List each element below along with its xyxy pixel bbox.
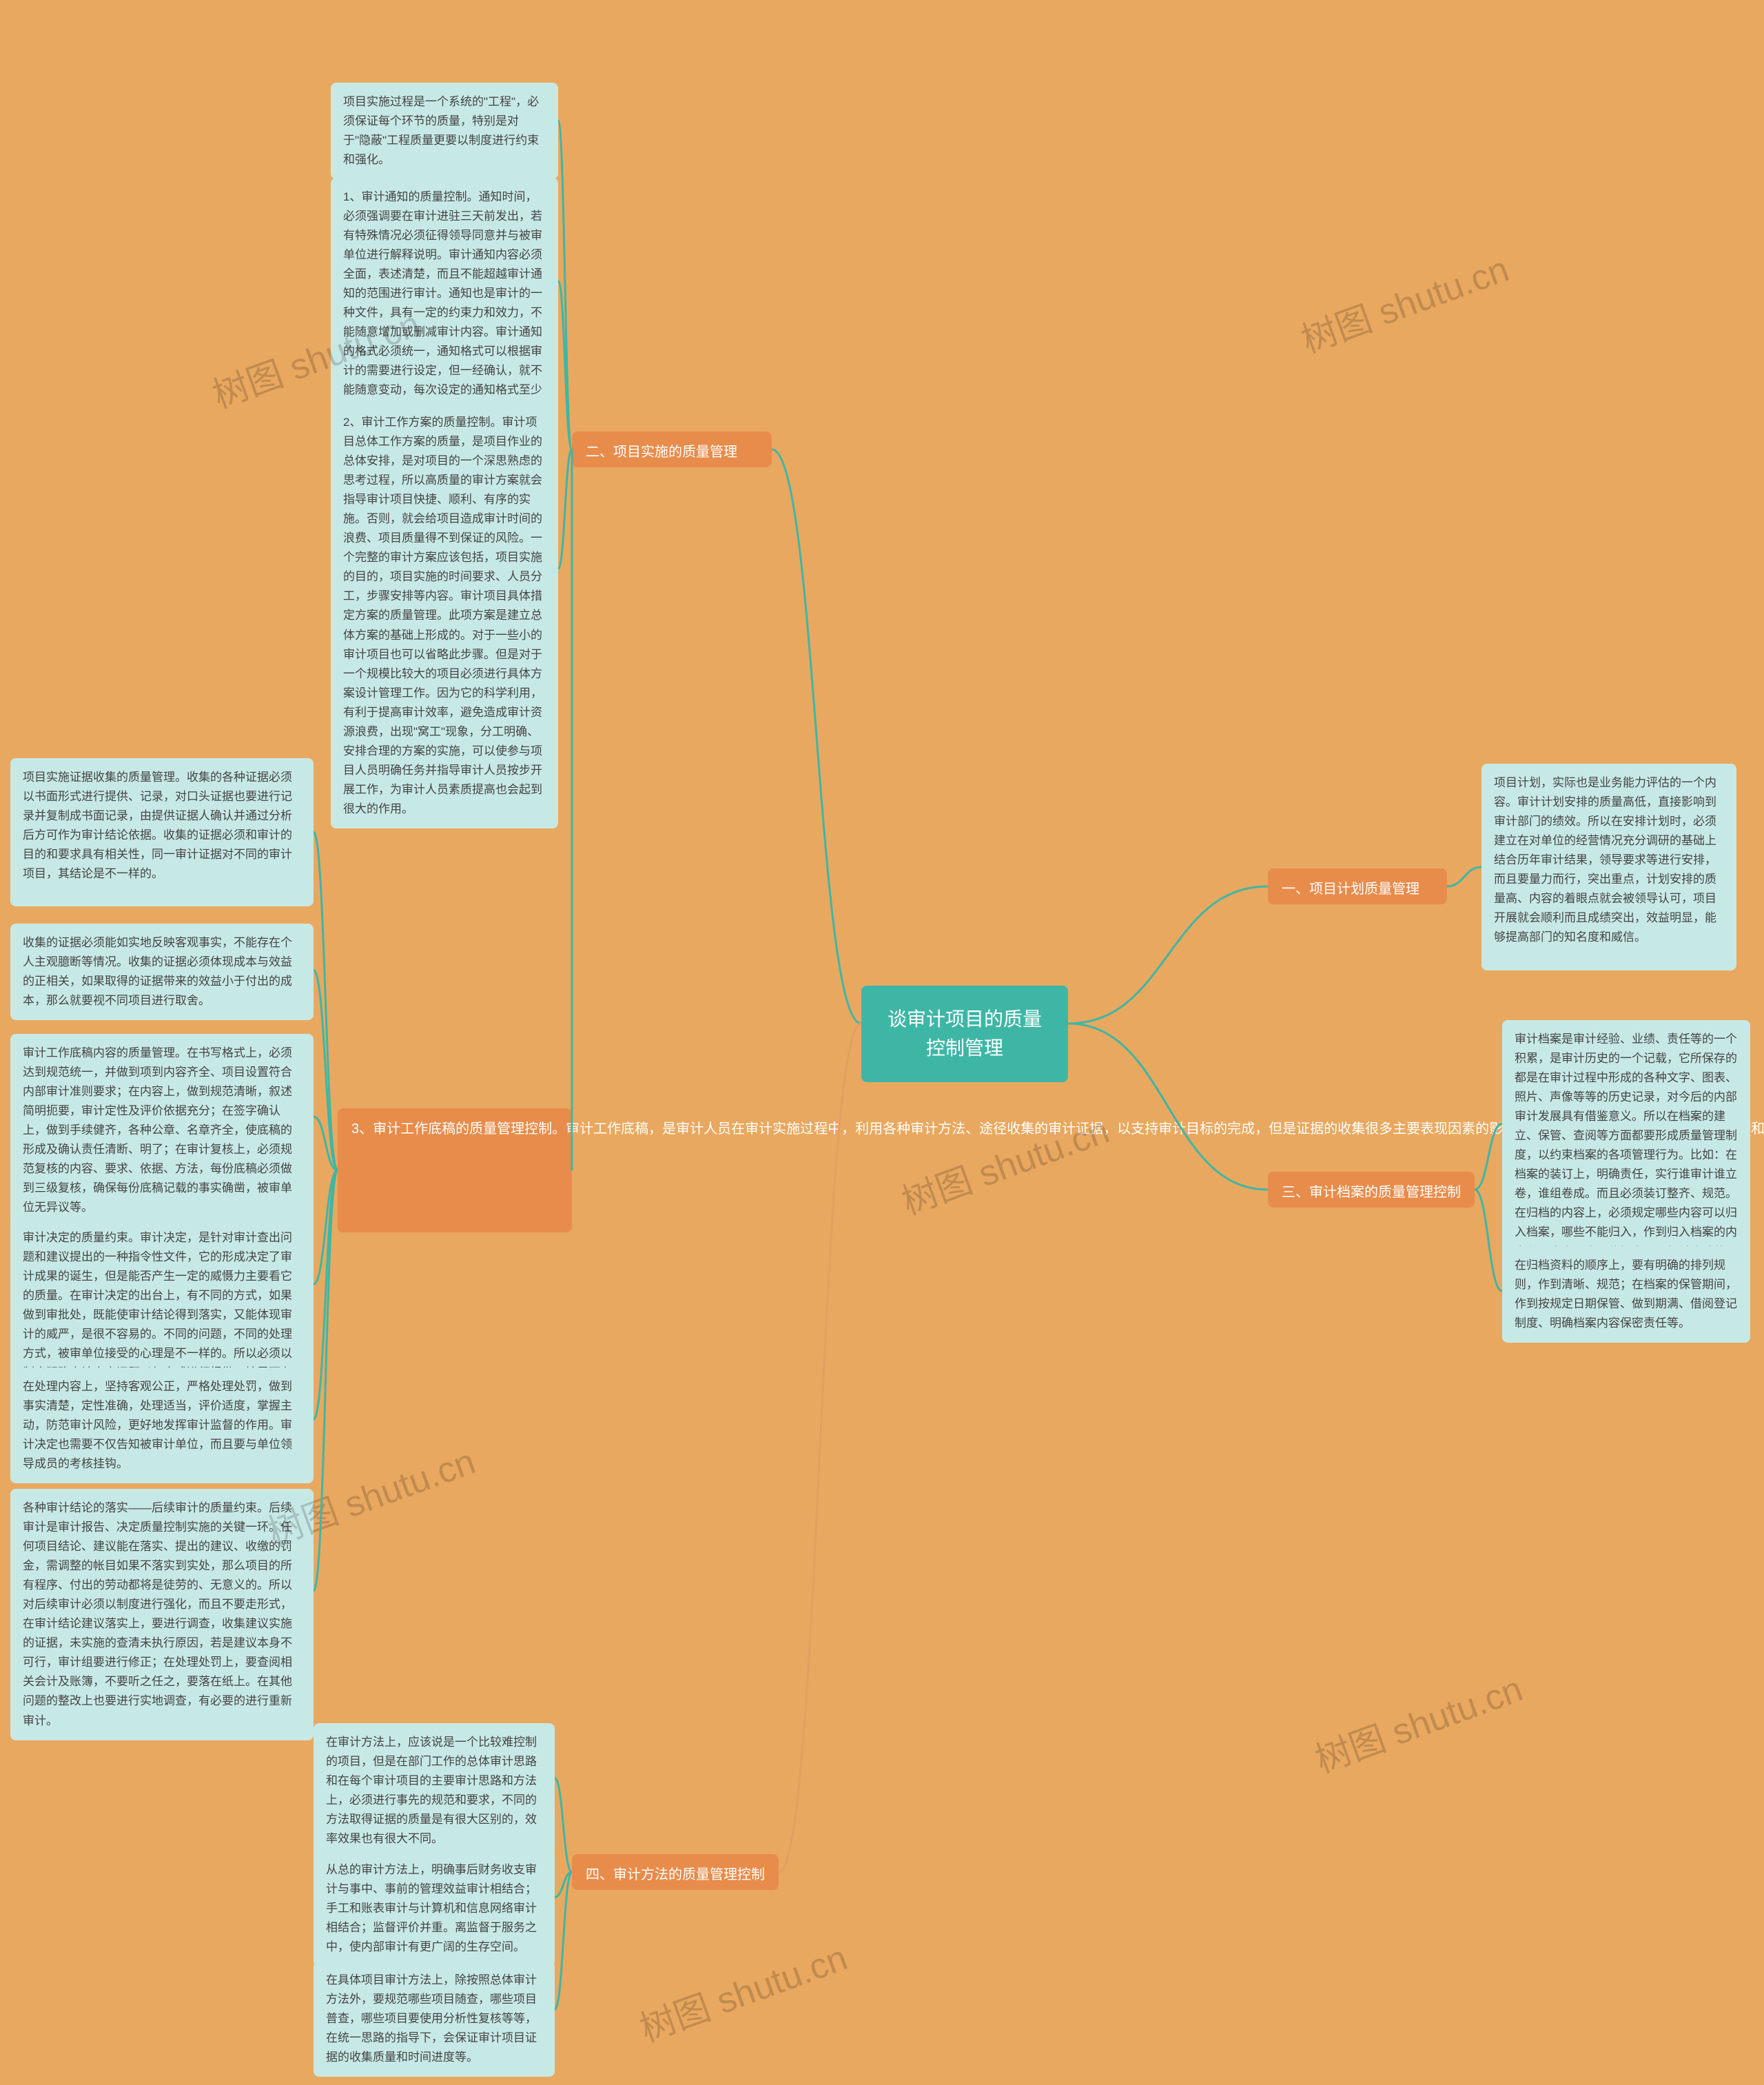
leaf-b2s3[interactable]: 审计工作底稿内容的质量管理。在书写格式上，必须达到规范统一，并做到项到内容齐全、… <box>10 1034 314 1227</box>
leaf-b4l3[interactable]: 在具体项目审计方法上，除按照总体审计方法外，要规范哪些项目随查，哪些项目普查，哪… <box>314 1961 555 2077</box>
leaf-b2s5[interactable]: 在处理内容上，坚持客观公正，严格处理处罚，做到事实清楚，定性准确，处理适当，评价… <box>10 1367 314 1483</box>
leaf-b4l2[interactable]: 从总的审计方法上，明确事后财务收支审计与事中、事前的管理效益审计相结合；手工和账… <box>314 1851 555 1966</box>
watermark: 树图 shutu.cn <box>894 1101 1116 1224</box>
leaf-b2s2[interactable]: 收集的证据必须能如实地反映客观事实，不能存在个人主观臆断等情况。收集的证据必须体… <box>10 924 314 1020</box>
watermark: 树图 shutu.cn <box>1293 240 1515 363</box>
branch-b1[interactable]: 一、项目计划质量管理 <box>1268 868 1447 904</box>
branch-b2[interactable]: 二、项目实施的质量管理 <box>572 431 772 467</box>
root-node[interactable]: 谈审计项目的质量控制管理 <box>861 986 1068 1082</box>
leaf-b4l1[interactable]: 在审计方法上，应该说是一个比较难控制的项目，但是在部门工作的总体审计思路和在每个… <box>314 1723 555 1858</box>
branch-b4[interactable]: 四、审计方法的质量管理控制 <box>572 1854 779 1890</box>
leaf-b2l0[interactable]: 项目实施过程是一个系统的"工程"，必须保证每个环节的质量，特别是对于"隐蔽"工程… <box>331 83 558 179</box>
mindmap-canvas: 谈审计项目的质量控制管理 一、项目计划质量管理项目计划，实际也是业务能力评估的一个… <box>0 0 1764 2085</box>
leaf-b3l2[interactable]: 在归档资料的顺序上，要有明确的排列规则，作到清晰、规范；在档案的保管期间，作到按… <box>1502 1246 1750 1343</box>
branch-b2sub[interactable]: 3、审计工作底稿的质量管理控制。审计工作底稿，是审计人员在审计实施过程中，利用各… <box>338 1108 572 1232</box>
leaf-b2s1[interactable]: 项目实施证据收集的质量管理。收集的各种证据必须以书面形式进行提供、记录，对口头证… <box>10 758 314 906</box>
leaf-b2s6[interactable]: 各种审计结论的落实——后续审计的质量约束。后续审计是审计报告、决定质量控制实施的… <box>10 1489 314 1740</box>
branch-b3[interactable]: 三、审计档案的质量管理控制 <box>1268 1172 1475 1208</box>
leaf-b2l1[interactable]: 1、审计通知的质量控制。通知时间，必须强调要在审计进驻三天前发出，若有特殊情况必… <box>331 178 558 429</box>
leaf-b2l2[interactable]: 2、审计工作方案的质量控制。审计项目总体工作方案的质量，是项目作业的总体安排，是… <box>331 403 558 828</box>
watermark: 树图 shutu.cn <box>632 1929 854 2051</box>
leaf-b1l1[interactable]: 项目计划，实际也是业务能力评估的一个内容。审计计划安排的质量高低，直接影响到审计… <box>1481 764 1736 970</box>
watermark: 树图 shutu.cn <box>1307 1660 1529 1782</box>
